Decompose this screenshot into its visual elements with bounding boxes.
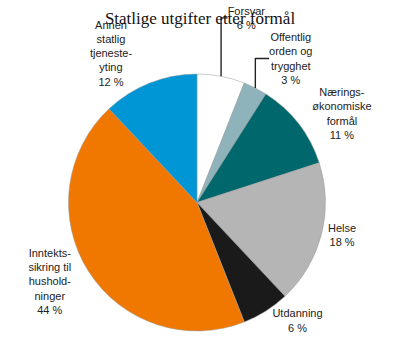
svg-text:Offentligorden ogtrygghet3 %: Offentligorden ogtrygghet3 % <box>269 31 312 86</box>
svg-text:Nærings-økonomiskeformål11 %: Nærings-økonomiskeformål11 % <box>312 86 371 141</box>
svg-text:Statlige utgifter etter formål: Statlige utgifter etter formål <box>105 9 296 28</box>
svg-text:Inntekts-sikring tilhushold-ni: Inntekts-sikring tilhushold-ninger44 % <box>28 247 71 316</box>
svg-text:Annenstatligtjeneste-yting12 %: Annenstatligtjeneste-yting12 % <box>90 19 133 88</box>
svg-text:Utdanning6 %: Utdanning6 % <box>272 307 322 333</box>
svg-text:Forsvar6 %: Forsvar6 % <box>228 5 266 31</box>
svg-text:Helse18 %: Helse18 % <box>328 222 356 248</box>
